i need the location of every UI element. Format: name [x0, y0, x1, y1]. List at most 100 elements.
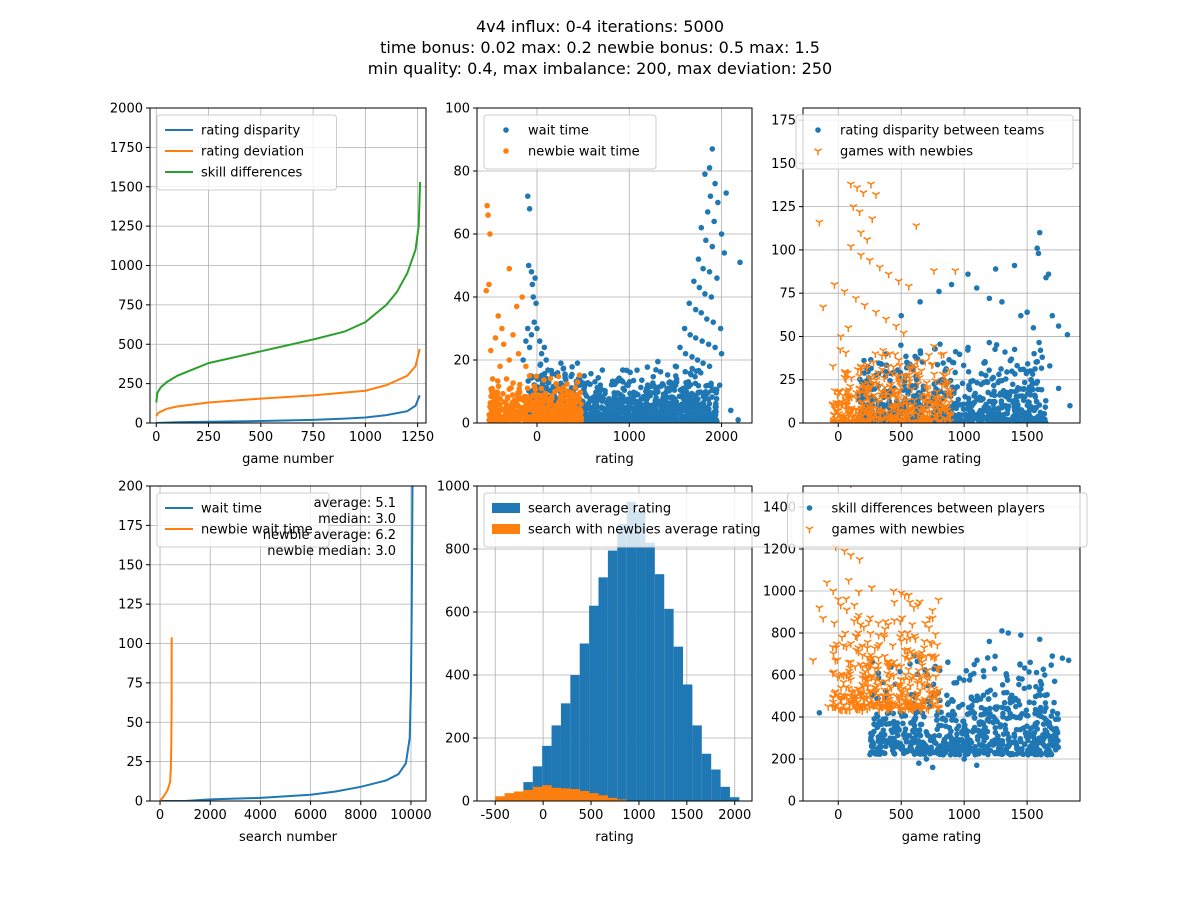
plot-area — [155, 181, 422, 423]
histogram-bar — [701, 753, 712, 801]
scatter-point — [1011, 733, 1018, 740]
scatter-marker — [863, 645, 872, 652]
series-search-average-rating — [495, 501, 740, 801]
y-tick-label: 800 — [445, 543, 470, 558]
scatter-point — [973, 285, 980, 291]
scatter-marker — [914, 651, 923, 659]
scatter-point — [634, 367, 640, 373]
scatter-point — [985, 715, 992, 721]
scatter-point — [983, 750, 989, 756]
scatter-point — [1027, 417, 1033, 423]
scatter-point — [644, 364, 651, 370]
scatter-point — [942, 723, 949, 729]
y-tick-label: 400 — [445, 669, 470, 684]
scatter-marker — [842, 419, 851, 423]
scatter-marker — [841, 387, 850, 395]
x-tick-label: 2000 — [718, 808, 751, 823]
scatter-marker — [915, 673, 924, 681]
scatter-point — [627, 401, 634, 407]
scatter-point — [990, 398, 996, 405]
scatter-point — [966, 677, 973, 683]
scatter-point — [525, 262, 532, 269]
scatter-point — [1029, 381, 1036, 388]
scatter-point — [957, 402, 963, 408]
x-tick-label: 8000 — [344, 808, 377, 823]
scatter-marker — [864, 666, 873, 674]
scatter-marker — [930, 343, 939, 351]
scatter-point — [949, 745, 956, 752]
scatter-marker — [856, 621, 865, 629]
scatter-marker — [944, 410, 953, 418]
scatter-point — [976, 747, 982, 754]
scatter-point — [701, 394, 707, 400]
scatter-point — [1032, 706, 1039, 713]
scatter-point — [971, 714, 978, 721]
scatter-marker — [927, 401, 936, 409]
y-tick-label: 50 — [126, 716, 143, 731]
x-tick-label: 0 — [834, 808, 842, 823]
scatter-point — [647, 411, 654, 418]
scatter-point — [498, 406, 505, 412]
scatter-point — [1002, 376, 1009, 382]
scatter-point — [959, 731, 966, 737]
scatter-point — [990, 374, 997, 381]
scatter-point — [931, 733, 938, 739]
legend-label: rating disparity between teams — [840, 124, 1044, 139]
x-axis-label: game rating — [902, 830, 982, 845]
scatter-point — [992, 653, 998, 660]
scatter-marker — [931, 653, 941, 661]
scatter-marker — [922, 380, 931, 387]
scatter-point — [1014, 745, 1020, 752]
scatter-marker — [874, 655, 883, 663]
scatter-point — [527, 419, 533, 423]
scatter-marker — [866, 181, 876, 189]
scatter-point — [976, 719, 982, 726]
chart-skill-diff-vs-game-rating: 0 500 1000 15000200400600800100012001400gam… — [763, 485, 1088, 845]
plot-area — [483, 146, 743, 423]
scatter-point — [903, 353, 909, 360]
scatter-point — [964, 347, 971, 353]
scatter-marker — [873, 702, 882, 710]
scatter-point — [531, 319, 538, 326]
y-tick-label: 100 — [445, 102, 470, 117]
scatter-point — [1003, 673, 1010, 679]
legend-swatch — [492, 503, 520, 513]
scatter-point — [541, 377, 547, 383]
scatter-point — [952, 369, 959, 376]
scatter-point — [695, 367, 702, 374]
scatter-point — [999, 299, 1005, 305]
scatter-point — [1030, 325, 1037, 331]
scatter-marker — [873, 396, 882, 404]
scatter-point — [1049, 653, 1056, 659]
scatter-point — [687, 332, 693, 338]
scatter-point — [585, 400, 592, 406]
legend-box — [156, 114, 337, 191]
scatter-marker — [931, 378, 940, 386]
scatter-point — [686, 300, 693, 307]
scatter-point — [984, 379, 991, 386]
series-newbie-wait-time — [483, 202, 585, 423]
scatter-point — [691, 278, 697, 285]
scatter-marker — [932, 395, 942, 403]
scatter-point — [494, 389, 501, 396]
scatter-point — [961, 756, 967, 762]
legend-swatch — [503, 148, 509, 154]
scatter-point — [913, 376, 920, 383]
figure-title-line-2: time bonus: 0.02 max: 0.2 newbie bonus: … — [380, 38, 820, 57]
scatter-point — [1020, 366, 1027, 373]
y-tick-label: 0 — [788, 795, 796, 810]
y-tick-label: 800 — [771, 627, 796, 642]
scatter-point — [683, 408, 690, 415]
scatter-point — [522, 419, 528, 423]
scatter-marker — [925, 674, 934, 682]
scatter-point — [700, 360, 706, 366]
scatter-point — [956, 411, 962, 418]
scatter-point — [671, 387, 678, 393]
scatter-marker — [864, 413, 874, 421]
series-line — [156, 395, 421, 423]
scatter-point — [699, 417, 706, 423]
scatter-point — [1046, 719, 1052, 726]
scatter-marker — [871, 351, 880, 358]
scatter-point — [537, 361, 544, 368]
scatter-point — [868, 730, 874, 737]
